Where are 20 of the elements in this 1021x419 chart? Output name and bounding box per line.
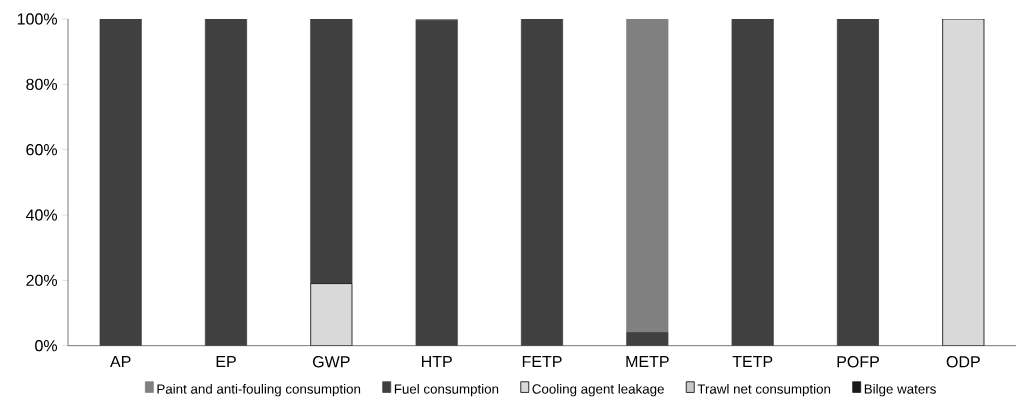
legend-label: Fuel consumption: [394, 383, 499, 397]
x-tick-label: FETP: [522, 356, 562, 368]
x-tick-label: TETP: [732, 356, 773, 368]
x-tick-label: ODP: [946, 356, 980, 368]
x-tick-label: AP: [110, 356, 131, 368]
legend-label: Trawl net consumption: [697, 383, 831, 397]
y-tick-label: 100%: [17, 13, 58, 25]
x-tick-label: POFP: [837, 356, 879, 368]
y-tick-label: 80%: [26, 78, 58, 90]
y-tick-label: 0%: [35, 340, 58, 352]
y-tick-label: 60%: [26, 144, 58, 156]
x-tick-label: GWP: [313, 356, 350, 368]
legend-label: Cooling agent leakage: [532, 383, 664, 397]
legend-label: Bilge waters: [864, 383, 936, 397]
x-tick-label: HTP: [421, 356, 452, 368]
legend-label: Paint and anti-fouling consumption: [157, 383, 361, 397]
y-tick-label: 40%: [25, 209, 58, 221]
y-tick-label: 20%: [26, 274, 58, 286]
x-tick-label: METP: [626, 356, 669, 368]
x-tick-label: EP: [216, 356, 236, 368]
